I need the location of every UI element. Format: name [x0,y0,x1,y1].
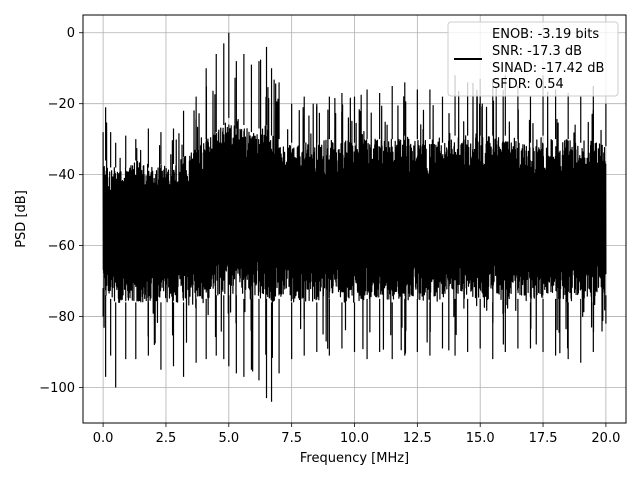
psd-series [102,32,607,402]
legend-enob: ENOB: -3.19 bits [492,27,599,42]
x-tick-label: 15.0 [466,431,495,446]
y-tick-label: −80 [48,310,75,325]
y-tick-label: −100 [39,381,75,396]
legend-snr: SNR: -17.3 dB [492,44,582,59]
x-tick-label: 0.0 [93,431,114,446]
legend-sfdr: SFDR: 0.54 [492,77,564,92]
axis-ticks: 0.0 2.5 5.0 7.5 10.0 12.5 15.0 17.5 20.0 0 −20 −40 −… [39,26,620,446]
legend-sinad: SINAD: -17.42 dB [492,61,604,76]
psd-peak-envelope [102,32,607,402]
legend: ENOB: -3.19 bits SNR: -17.3 dB SINAD: -1… [447,21,619,97]
y-tick-label: −40 [48,168,75,183]
x-tick-label: 17.5 [529,431,558,446]
x-axis-label: Frequency [MHz] [300,451,409,466]
x-tick-label: 10.0 [340,431,369,446]
x-tick-label: 5.0 [218,431,239,446]
legend-box [447,21,619,97]
y-tick-label: 0 [67,26,75,41]
y-tick-label: −20 [48,97,75,112]
x-tick-label: 7.5 [281,431,302,446]
x-tick-label: 2.5 [156,431,177,446]
y-tick-label: −60 [48,239,75,254]
x-tick-label: 12.5 [403,431,432,446]
y-axis-label: PSD [dB] [14,190,29,248]
psd-line [102,59,607,372]
x-tick-label: 20.0 [591,431,620,446]
